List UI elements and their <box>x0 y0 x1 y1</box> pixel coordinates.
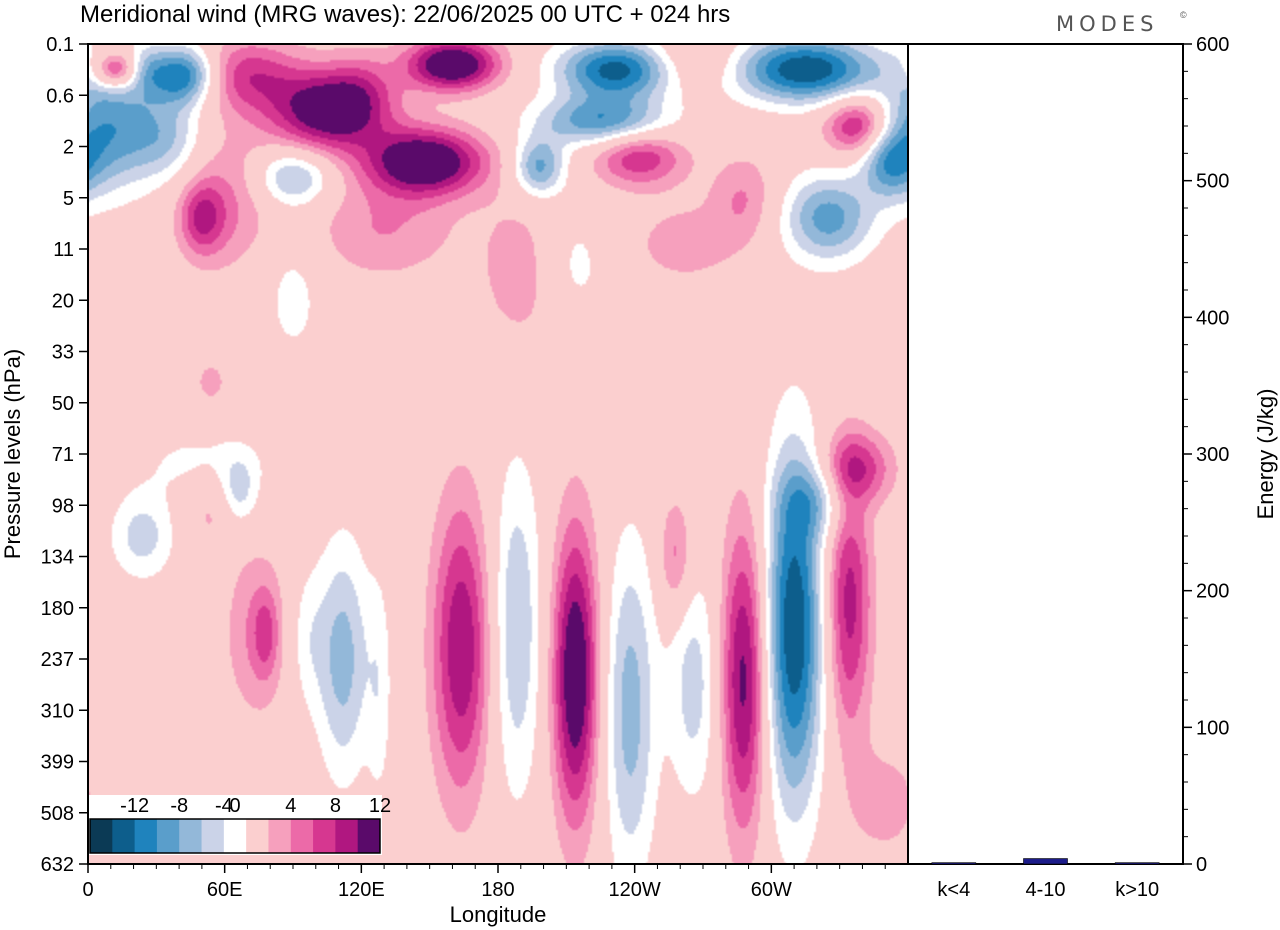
y-tick-label: 134 <box>41 547 74 569</box>
colorbar-swatch <box>335 819 359 853</box>
colorbar-swatch <box>90 819 113 853</box>
colorbar-swatch <box>246 819 269 853</box>
colorbar-swatch <box>290 819 314 853</box>
heatmap-x-axis: 0 60E 120E 180 120W 60W <box>82 864 886 901</box>
energy-category-label: k<4 <box>937 879 970 901</box>
y-tick-label: 20 <box>52 290 74 312</box>
y-tick-label: 71 <box>52 444 74 466</box>
y-tick-label: 5 <box>63 188 74 210</box>
energy-y-axis: 0 100 200 300 400 500 600 <box>1183 34 1229 876</box>
energy-bar <box>1023 858 1068 865</box>
contour-field <box>88 44 908 864</box>
colorbar-swatch <box>313 819 336 853</box>
y-tick-label: 399 <box>41 752 74 774</box>
colorbar-label: -12 <box>120 795 149 817</box>
colorbar-label: 4 <box>285 795 296 817</box>
y-tick-label: 508 <box>41 803 74 825</box>
energy-tick-label: 400 <box>1196 307 1229 329</box>
x-tick-label: 60E <box>207 879 243 901</box>
heatmap-panel: -12 -8 -40 4 8 12 0.10.6251120335071981341802… <box>0 34 909 927</box>
energy-tick-label: 0 <box>1196 854 1207 876</box>
energy-bar <box>931 862 977 865</box>
y-tick-label: 2 <box>63 137 74 159</box>
colorbar-swatch <box>134 819 158 853</box>
x-tick-label: 0 <box>82 879 93 901</box>
bar-frame <box>907 43 1184 865</box>
colorbar-swatch <box>179 819 203 853</box>
y-tick-label: 632 <box>41 854 74 876</box>
brand-mark: © <box>1180 10 1187 20</box>
x-axis-label: Longitude <box>450 902 547 927</box>
y-tick-label: 98 <box>52 495 74 517</box>
y-tick-label: 0.6 <box>46 85 74 107</box>
colorbar-label: 0 <box>229 795 240 817</box>
energy-tick-label: 300 <box>1196 444 1229 466</box>
y-tick-label: 237 <box>41 649 74 671</box>
colorbar-swatch <box>156 819 180 853</box>
colorbar-swatch <box>223 819 247 853</box>
colorbar-label: -4 <box>215 795 233 817</box>
energy-x-axis: k<4 4-10 k>10 <box>937 879 1159 901</box>
x-tick-label: 180 <box>481 879 514 901</box>
energy-tick-label: 500 <box>1196 171 1229 193</box>
energy-tick-label: 200 <box>1196 581 1229 603</box>
energy-bar <box>1114 862 1160 865</box>
colorbar-label: -8 <box>170 795 188 817</box>
x-tick-label: 120E <box>338 879 385 901</box>
y-axis-label: Pressure levels (hPa) <box>0 349 25 559</box>
y-tick-label: 180 <box>41 598 74 620</box>
y-tick-label: 0.1 <box>46 34 74 56</box>
y-tick-label: 33 <box>52 342 74 364</box>
heatmap-y-axis: 0.1 0.6 2 5 11 20 33 50 71 98 134 180 237 310 399 508 63… <box>41 34 88 876</box>
colorbar-label: 8 <box>330 795 341 817</box>
energy-bars <box>931 858 1160 865</box>
y-tick-label: 310 <box>41 700 74 722</box>
colorbar-label: 12 <box>369 795 391 817</box>
energy-tick-label: 100 <box>1196 717 1229 739</box>
energy-bar-panel: 0 100 200 300 400 500 600 k<4 4-10 k>10 Energy (… <box>907 34 1278 901</box>
y-tick-label: 50 <box>52 393 74 415</box>
colorbar: -12 -8 -40 4 8 12 <box>88 795 391 855</box>
energy-axis-label: Energy (J/kg) <box>1253 389 1278 520</box>
x-tick-label: 60W <box>751 879 792 901</box>
chart-title: Meridional wind (MRG waves): 22/06/2025 … <box>80 1 730 28</box>
colorbar-frame <box>89 818 381 854</box>
colorbar-swatch <box>112 819 136 853</box>
energy-category-label: k>10 <box>1115 879 1159 901</box>
brand-logo: MODES <box>1056 12 1158 36</box>
colorbar-swatch <box>268 819 292 853</box>
colorbar-swatch <box>201 819 225 853</box>
x-tick-label: 120W <box>609 879 661 901</box>
y-tick-label: 11 <box>53 239 74 261</box>
energy-tick-label: 600 <box>1196 34 1229 56</box>
energy-category-label: 4-10 <box>1025 879 1065 901</box>
colorbar-swatch <box>357 819 381 853</box>
